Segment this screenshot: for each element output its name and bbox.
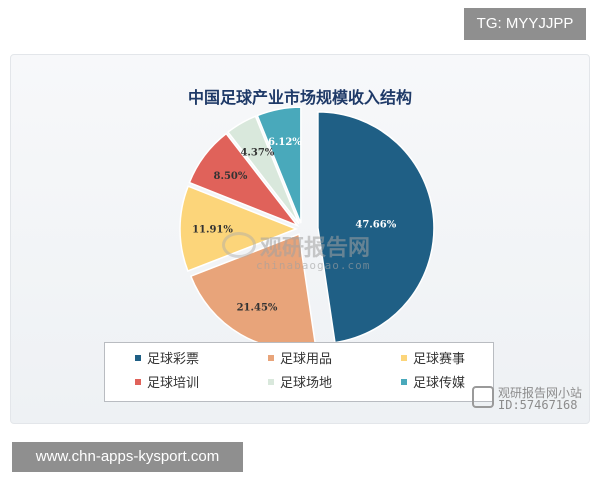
legend-item-football-goods: 足球用品	[268, 352, 332, 368]
pie-slice-training	[188, 132, 300, 228]
pie-data-label-training: 8.50%	[214, 171, 248, 182]
legend-swatch	[401, 355, 407, 361]
chart-legend: 足球彩票 足球用品 足球赛事 足球培训 足球场地 足球传媒	[104, 342, 494, 402]
legend-swatch	[401, 379, 407, 385]
legend-swatch	[135, 355, 141, 361]
legend-label: 足球用品	[280, 352, 333, 367]
legend-item-football-events: 足球赛事	[401, 352, 465, 368]
legend-label: 足球传媒	[413, 376, 466, 391]
legend-swatch	[268, 379, 274, 385]
legend-item-football-lottery: 足球彩票	[135, 352, 199, 368]
legend-label: 足球赛事	[413, 352, 466, 367]
pie-data-label-venues: 4.37%	[240, 147, 274, 158]
pie-slice-lottery	[317, 111, 435, 344]
watermark-logo-icon	[222, 232, 256, 258]
legend-label: 足球场地	[280, 376, 333, 391]
pie-data-label-lottery: 47.66%	[355, 220, 396, 231]
corner-watermark-id: ID:57467168	[498, 398, 578, 412]
pie-data-label-media: 6.12%	[268, 137, 302, 148]
pie-slice-media	[256, 106, 302, 224]
corner-watermark: 观研报告网小站 ID:57467168	[470, 384, 590, 414]
pie-slices	[179, 106, 435, 351]
pie-data-label-goods: 21.45%	[237, 302, 278, 313]
pie-data-label-events: 11.91%	[192, 225, 233, 236]
tg-badge: TG: MYYJJPP	[464, 8, 586, 40]
legend-swatch	[268, 355, 274, 361]
corner-watermark-name: 观研报告网小站	[498, 386, 583, 400]
watermark-center-text: 观研报告网	[260, 236, 371, 261]
url-badge: www.chn-apps-kysport.com	[12, 442, 243, 472]
legend-swatch	[135, 379, 141, 385]
chart-title: 中国足球产业市场规模收入结构	[187, 88, 412, 107]
legend-item-football-venues: 足球场地	[268, 376, 332, 392]
pie-labels: 47.66% 21.45% 11.91% 8.50% 4.37%6.12%	[192, 137, 397, 313]
legend-label: 足球彩票	[147, 352, 200, 367]
watermark-center-url: chinabaogao.com	[256, 259, 371, 272]
pie-slice-events	[179, 185, 299, 272]
legend-label: 足球培训	[147, 376, 200, 391]
legend-item-football-media: 足球传媒	[401, 376, 465, 392]
wechat-channel-icon	[472, 386, 494, 408]
pie-slice-venues	[226, 115, 300, 225]
legend-item-football-training: 足球培训	[135, 376, 199, 392]
